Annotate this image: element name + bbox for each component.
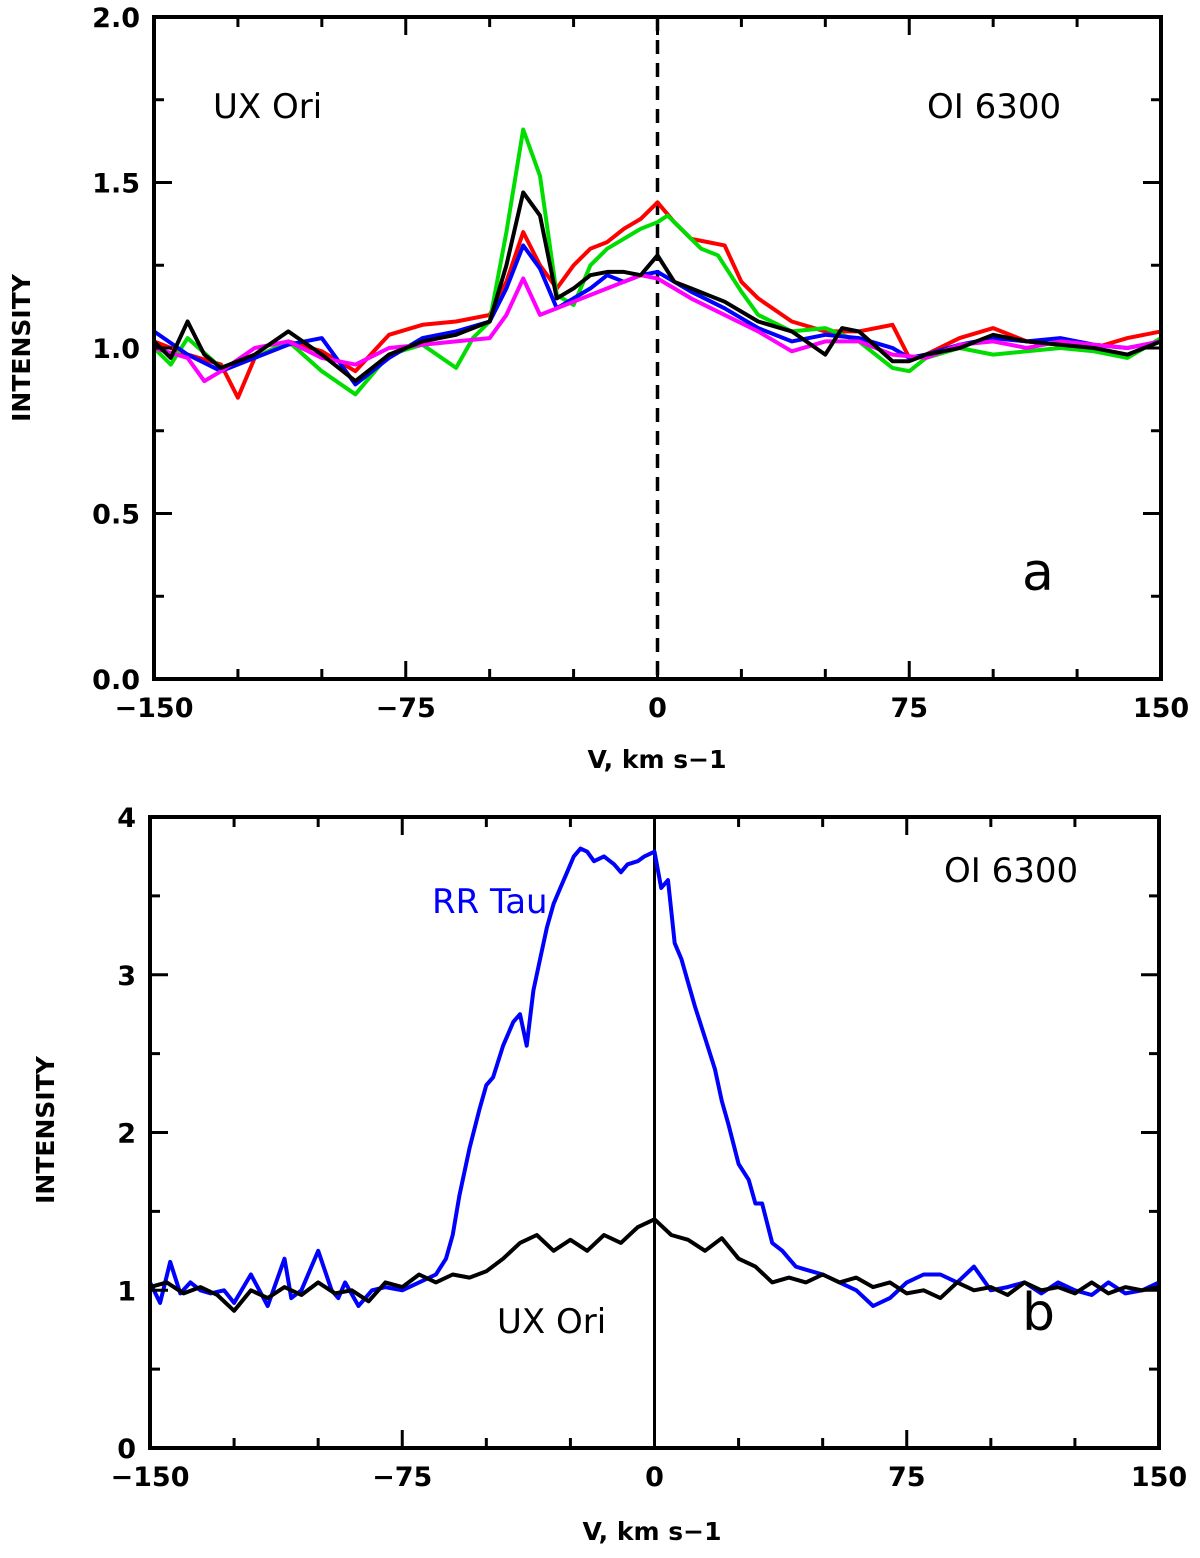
- x-tick-label: 75: [890, 693, 928, 724]
- label-line: OI 6300: [927, 87, 1061, 127]
- panel-b: −150 −75 0 75 150 0 1 2 3 4 V, km s−1 INTENSITY OI 6…: [31, 803, 1187, 1546]
- panel-letter: a: [1022, 543, 1054, 603]
- x-tick-label: 75: [888, 1462, 926, 1493]
- x-tick-label: −150: [115, 693, 194, 724]
- y-tick-label: 2.0: [92, 3, 140, 34]
- y-tick-label: 1: [117, 1276, 136, 1307]
- y-axis-title: INTENSITY: [31, 1055, 60, 1204]
- series-label: RR Tau: [432, 882, 548, 922]
- panel-a: −150 −75 0 75 150 0.0 0.5 1.0 1.5 2.0 V, km s−1 INT…: [7, 3, 1189, 774]
- x-tick-label: 150: [1131, 1462, 1187, 1493]
- y-axis-title: INTENSITY: [7, 273, 36, 422]
- series-label: UX Ori: [497, 1302, 606, 1342]
- x-axis-title: V, km s−1: [583, 1517, 722, 1546]
- x-axis-title: V, km s−1: [588, 745, 727, 774]
- x-tick-label: −75: [376, 693, 436, 724]
- label-star: UX Ori: [213, 87, 322, 127]
- y-tick-label: 0.0: [92, 665, 140, 696]
- series-line-2: [152, 127, 1163, 397]
- y-tick-label: 2: [117, 1119, 136, 1150]
- series-line-5: [152, 190, 1163, 384]
- x-tick-label: −150: [111, 1462, 190, 1493]
- x-tick-label: 0: [645, 1462, 664, 1493]
- y-tick-label: 4: [117, 803, 136, 834]
- y-tick-label: 0.5: [92, 500, 140, 531]
- y-tick-label: 1.0: [92, 334, 140, 365]
- y-tick-label: 3: [117, 961, 136, 992]
- series-line-1: [152, 200, 1163, 400]
- y-tick-label: 1.5: [92, 169, 140, 200]
- series-line-2: [148, 1217, 1161, 1313]
- label-line: OI 6300: [944, 851, 1078, 891]
- panel-letter: b: [1022, 1283, 1055, 1343]
- x-tick-label: 0: [648, 693, 667, 724]
- x-tick-label: 150: [1133, 693, 1189, 724]
- x-tick-label: −75: [372, 1462, 432, 1493]
- y-tick-label: 0: [117, 1434, 136, 1465]
